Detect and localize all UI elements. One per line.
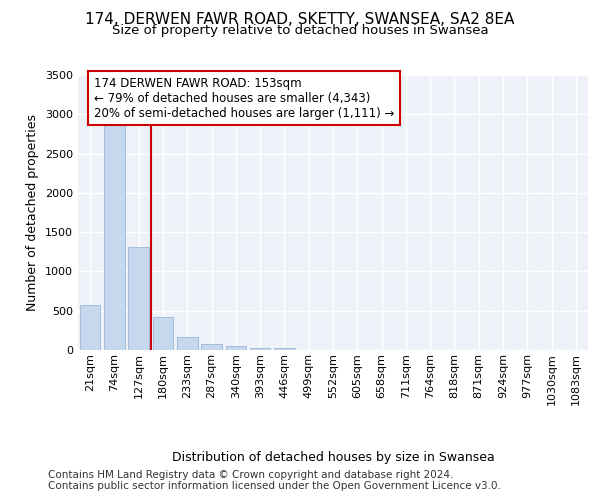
Bar — [152, 318, 173, 350]
Text: Size of property relative to detached houses in Swansea: Size of property relative to detached ho… — [112, 24, 488, 37]
Bar — [128, 247, 149, 350]
Bar — [104, 120, 125, 350]
Bar — [250, 348, 271, 350]
Text: Distribution of detached houses by size in Swansea: Distribution of detached houses by size … — [172, 451, 494, 464]
Bar — [274, 348, 295, 350]
Text: Contains public sector information licensed under the Open Government Licence v3: Contains public sector information licen… — [48, 481, 501, 491]
Text: 174, DERWEN FAWR ROAD, SKETTY, SWANSEA, SA2 8EA: 174, DERWEN FAWR ROAD, SKETTY, SWANSEA, … — [85, 12, 515, 28]
Bar — [80, 305, 100, 350]
Text: Contains HM Land Registry data © Crown copyright and database right 2024.: Contains HM Land Registry data © Crown c… — [48, 470, 454, 480]
Bar — [226, 346, 246, 350]
Text: 174 DERWEN FAWR ROAD: 153sqm
← 79% of detached houses are smaller (4,343)
20% of: 174 DERWEN FAWR ROAD: 153sqm ← 79% of de… — [94, 76, 394, 120]
Bar — [201, 344, 222, 350]
Y-axis label: Number of detached properties: Number of detached properties — [26, 114, 40, 311]
Bar — [177, 336, 197, 350]
